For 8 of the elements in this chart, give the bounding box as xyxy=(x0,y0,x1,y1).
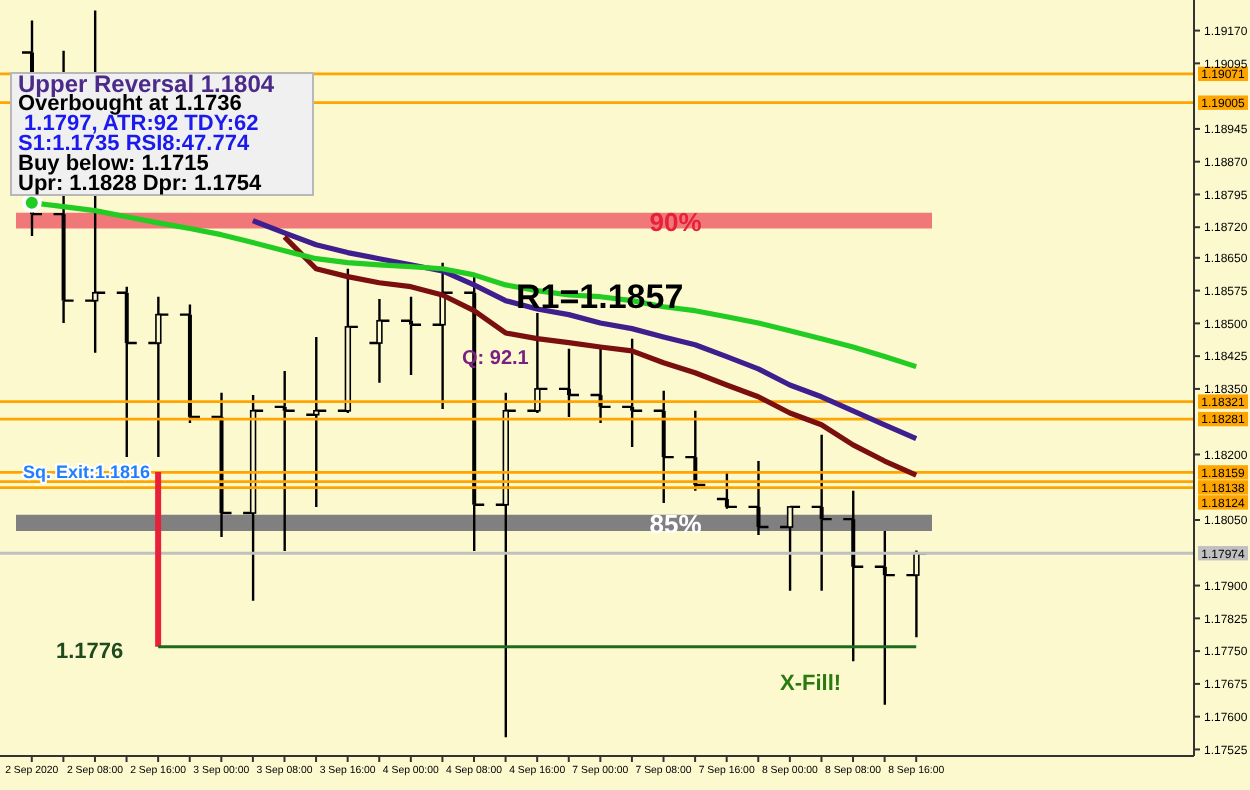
annotation: Overbought at 1.1736 xyxy=(18,92,242,116)
annotation: Upr: 1.1828 Dpr: 1.1754 xyxy=(18,172,264,196)
annotation: X-Fill! xyxy=(780,672,842,696)
annotation: 1.1797, ATR:92 TDY:62 xyxy=(24,112,261,136)
annotation: 1.1776 xyxy=(56,640,124,664)
annotation: Buy below: 1.1715 xyxy=(18,152,209,176)
band-label: 85% xyxy=(649,508,703,539)
annotation: S1:1.1735 RSI8:47.774 xyxy=(18,132,252,156)
